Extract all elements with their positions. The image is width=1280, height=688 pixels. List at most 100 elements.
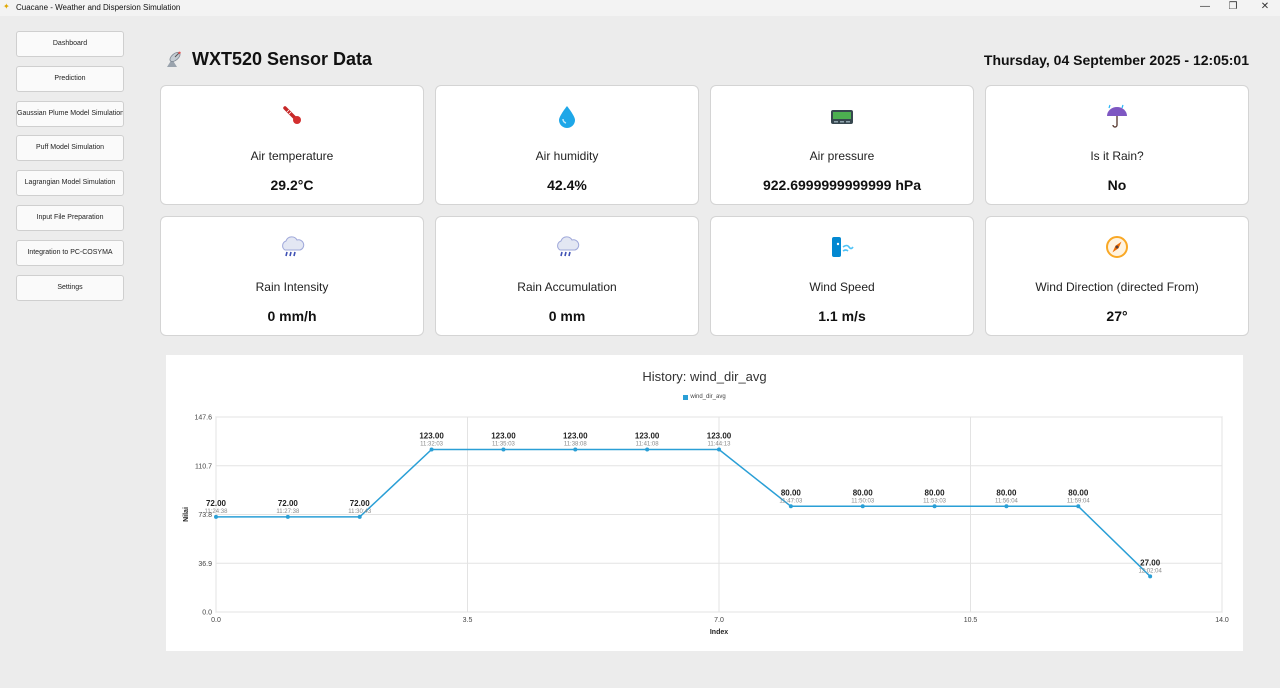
- data-value-label: 27.00: [1140, 558, 1161, 567]
- is-rain-value: No: [1107, 177, 1127, 193]
- data-time-label: 11:41:08: [636, 442, 660, 448]
- data-point: [788, 504, 793, 509]
- data-time-label: 11:53:03: [923, 498, 947, 504]
- x-tick-label: 0.0: [211, 617, 221, 624]
- series-line: [216, 448, 1151, 577]
- compass-icon: [1106, 236, 1128, 258]
- rain-intensity-card: Rain Intensity 0 mm/h: [160, 216, 424, 336]
- wind-direction-value: 27°: [1106, 308, 1128, 324]
- nav-settings-button[interactable]: Settings: [16, 274, 124, 301]
- wind-speed-value: 1.1 m/s: [818, 308, 866, 324]
- title-bar: ✦ Cuacane - Weather and Dispersion Simul…: [0, 0, 1280, 16]
- x-tick-label: 7.0: [714, 617, 724, 624]
- data-value-label: 80.00: [996, 488, 1017, 497]
- window-title: Cuacane - Weather and Dispersion Simulat…: [16, 3, 181, 12]
- air-temperature-label: Air temperature: [250, 149, 334, 163]
- umbrella-rain-icon: [1107, 104, 1127, 128]
- legend-label: wind_dir_avg: [690, 394, 726, 400]
- data-point: [357, 514, 362, 519]
- wind-speed-label: Wind Speed: [809, 280, 875, 294]
- maximize-button[interactable]: ❐: [1228, 1, 1238, 12]
- water-drop-icon: [559, 106, 575, 128]
- data-point: [1076, 504, 1081, 509]
- data-value-label: 80.00: [925, 488, 946, 497]
- rain-intensity-value: 0 mm/h: [267, 308, 317, 324]
- air-pressure-label: Air pressure: [809, 149, 875, 163]
- pager-icon: [831, 110, 853, 124]
- nav-puff-model-button[interactable]: Puff Model Simulation: [16, 135, 124, 162]
- chart-title: History: wind_dir_avg: [642, 369, 767, 384]
- satellite-dish-icon: [167, 51, 181, 67]
- data-time-label: 11:24:38: [205, 509, 229, 515]
- data-point: [932, 504, 937, 509]
- y-tick-label: 73.8: [198, 512, 212, 519]
- data-point: [501, 447, 506, 452]
- air-humidity-label: Air humidity: [535, 149, 599, 163]
- history-chart: 0.0 36.9 73.8 110.7 147.6 0.0 3.5 7.0 10.5 14.0 In…: [183, 415, 1229, 637]
- wind-speed-card: Wind Speed 1.1 m/s: [710, 216, 974, 336]
- data-point: [214, 514, 218, 519]
- data-value-label: 80.00: [781, 488, 802, 497]
- history-chart-panel: 0.0 36.9 73.8 110.7 147.6 0.0 3.5 7.0 10.5 14.0 In…: [166, 355, 1243, 651]
- x-tick-label: 3.5: [463, 617, 473, 624]
- wind-direction-label: Wind Direction (directed From): [1035, 280, 1199, 294]
- data-time-label: 11:35:03: [492, 442, 516, 448]
- air-humidity-card: Air humidity 42.4%: [435, 85, 699, 205]
- data-time-label: 11:32:03: [420, 442, 444, 448]
- air-temperature-value: 29.2°C: [270, 177, 314, 193]
- data-value-label: 123.00: [491, 432, 516, 441]
- data-value-label: 72.00: [278, 499, 299, 508]
- nav-dashboard-button[interactable]: Dashboard: [16, 31, 124, 57]
- data-value-label: 72.00: [350, 499, 371, 508]
- data-value-label: 123.00: [563, 432, 588, 441]
- wind-direction-card: Wind Direction (directed From) 27°: [985, 216, 1249, 336]
- data-point: [645, 447, 650, 452]
- rain-cloud-icon: [557, 236, 580, 257]
- air-pressure-value: 922.6999999999999 hPa: [762, 177, 922, 193]
- rain-accumulation-value: 0 mm: [548, 308, 586, 324]
- close-button[interactable]: ✕: [1260, 1, 1270, 12]
- y-tick-label: 110.7: [195, 463, 212, 470]
- x-tick-label: 14.0: [1215, 617, 1229, 624]
- data-value-label: 123.00: [419, 432, 444, 441]
- data-time-label: 11:27:38: [276, 509, 300, 515]
- rain-accumulation-label: Rain Accumulation: [517, 280, 617, 294]
- app-logo-icon: ✦: [3, 2, 10, 11]
- data-time-label: 11:56:04: [995, 498, 1019, 504]
- x-tick-label: 10.5: [964, 617, 978, 624]
- wind-face-icon: [832, 237, 854, 257]
- rain-accumulation-card: Rain Accumulation 0 mm: [435, 216, 699, 336]
- data-point: [1148, 574, 1153, 579]
- nav-pc-cosyma-button[interactable]: Integration to PC-COSYMA: [16, 239, 124, 266]
- data-time-label: 11:50:03: [851, 498, 875, 504]
- nav-lagrangian-model-button[interactable]: Lagrangian Model Simulation: [16, 170, 124, 197]
- rain-cloud-icon: [282, 236, 305, 257]
- data-value-label: 80.00: [1068, 488, 1089, 497]
- y-tick-label: 36.9: [198, 561, 212, 568]
- data-point: [573, 447, 578, 452]
- data-point: [429, 447, 434, 452]
- data-time-label: 11:30:43: [348, 509, 372, 515]
- data-time-label: 11:59:04: [1067, 498, 1091, 504]
- nav-gaussian-plume-button[interactable]: Gaussian Plume Model Simulation: [16, 100, 124, 127]
- data-point: [717, 447, 721, 452]
- nav-prediction-button[interactable]: Prediction: [16, 65, 124, 92]
- data-time-label: 11:44:13: [708, 442, 732, 448]
- data-time-label: 11:38:08: [564, 442, 588, 448]
- air-pressure-card: Air pressure 922.6999999999999 hPa: [710, 85, 974, 205]
- data-point: [860, 504, 865, 509]
- y-tick-label: 147.6: [194, 415, 212, 422]
- rain-intensity-label: Rain Intensity: [255, 280, 329, 294]
- legend-swatch: [683, 394, 689, 400]
- data-time-label: 11:47:03: [779, 498, 803, 504]
- minimize-button[interactable]: —: [1200, 1, 1210, 12]
- data-value-label: 80.00: [853, 488, 874, 497]
- air-humidity-value: 42.4%: [547, 177, 587, 193]
- nav-input-file-button[interactable]: Input File Preparation: [16, 204, 124, 231]
- page-title: WXT520 Sensor Data: [192, 49, 373, 69]
- air-temperature-card: Air temperature 29.2°C: [160, 85, 424, 205]
- data-point: [285, 514, 290, 519]
- y-axis-title: Nilai: [183, 507, 190, 522]
- sidebar-nav: Dashboard Prediction Gaussian Plume Mode…: [16, 31, 124, 309]
- x-axis-title: Index: [710, 629, 728, 636]
